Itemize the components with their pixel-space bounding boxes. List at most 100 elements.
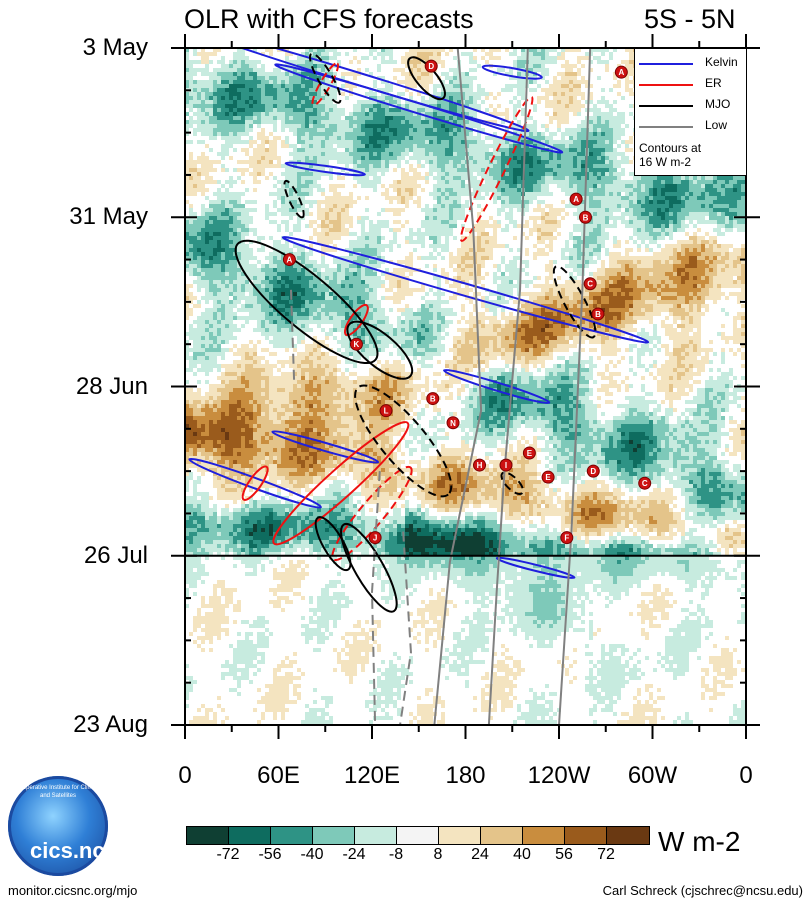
storm-marker: E <box>522 446 536 460</box>
storm-icon <box>560 531 574 545</box>
cicsnc-logo <box>8 776 108 876</box>
storm-icon <box>541 470 555 484</box>
footer-url[interactable]: monitor.cicsnc.org/mjo <box>8 883 138 898</box>
colorbar-label: -72 <box>216 846 240 863</box>
storm-marker: B <box>426 392 440 406</box>
legend-note: Contours at 16 W m-2 <box>639 141 701 169</box>
storm-marker: B <box>591 307 605 321</box>
storm-label: E <box>545 473 551 482</box>
colorbar-label: 8 <box>433 846 443 863</box>
storm-label: I <box>505 461 507 470</box>
er-contour <box>343 303 369 337</box>
storm-icon <box>473 458 487 472</box>
kelvin-contour <box>281 236 650 344</box>
storm-marker: A <box>569 192 583 206</box>
mjo-contour <box>346 320 414 380</box>
low-contour <box>558 48 592 725</box>
storm-marker: D <box>586 464 600 478</box>
storm-marker: C <box>638 476 652 490</box>
storm-marker: L <box>379 404 393 418</box>
storm-marker: J <box>368 531 382 545</box>
legend-label: ER <box>705 76 722 90</box>
storm-icon <box>282 253 296 267</box>
colorbar-box <box>607 827 649 844</box>
storm-label: D <box>428 62 434 71</box>
colorbar-box <box>229 827 271 844</box>
colorbar-box <box>565 827 607 844</box>
mjo-contour <box>500 471 525 495</box>
y-tick-label: 31 May <box>69 203 148 231</box>
storm-icon <box>499 458 513 472</box>
legend-note-line2: 16 W m-2 <box>639 155 692 169</box>
storm-label: A <box>573 195 579 204</box>
low-contour <box>370 471 381 725</box>
kelvin-contour <box>271 430 380 464</box>
footer-credit: Carl Schreck (cjschrec@ncsu.edu) <box>602 883 803 898</box>
mjo-contour <box>340 522 398 613</box>
colorbar-label: -24 <box>342 846 366 863</box>
colorbar-box <box>271 827 313 844</box>
x-tick-label: 0 <box>739 762 753 789</box>
colorbar <box>186 826 650 845</box>
colorbar-label: -40 <box>300 846 324 863</box>
kelvin-line-swatch <box>639 63 693 65</box>
logo-ring-text: Cooperative Institute for Climate and Sa… <box>15 785 101 799</box>
x-tick-label: 180 <box>445 762 486 789</box>
logo-text: cics.nc <box>30 838 105 863</box>
y-tick-label: 28 Jun <box>75 372 148 400</box>
kelvin-contour <box>274 63 564 154</box>
storm-marker: B <box>578 210 592 224</box>
colorbar-box <box>397 827 439 844</box>
y-tick-label: 23 Aug <box>73 711 148 738</box>
x-tick-label: 120E <box>343 762 401 789</box>
storm-marker: N <box>446 416 460 430</box>
y-tick-label: 26 Jul <box>83 541 148 569</box>
storm-icon <box>583 277 597 291</box>
x-tick-label: 60W <box>627 762 678 789</box>
axes <box>171 34 760 739</box>
er-contour <box>241 465 269 501</box>
storm-label: L <box>384 407 389 416</box>
storm-icon <box>569 192 583 206</box>
x-tick-label: 0 <box>178 762 192 789</box>
storm-marker: A <box>614 65 628 79</box>
storm-icon <box>426 392 440 406</box>
colorbar-box <box>355 827 397 844</box>
storm-icon <box>638 476 652 490</box>
colorbar-box <box>439 827 481 844</box>
storm-icon <box>578 210 592 224</box>
storm-label: H <box>477 461 483 470</box>
colorbar-label: 72 <box>597 846 615 863</box>
legend-label: MJO <box>705 97 731 111</box>
colorbar-box <box>523 827 565 844</box>
storm-label: E <box>527 449 533 458</box>
chart-title: OLR with CFS forecasts <box>184 4 474 34</box>
er-contour <box>331 465 413 562</box>
storm-marker: A <box>282 253 296 267</box>
storm-label: C <box>642 479 648 488</box>
colorbar-label: -8 <box>388 846 404 863</box>
storm-label: A <box>618 68 624 77</box>
storm-marker: C <box>583 277 597 291</box>
storm-marker: F <box>560 531 574 545</box>
x-tick-label: 60E <box>257 762 300 789</box>
mjo-contour <box>314 516 352 572</box>
kelvin-contour <box>443 368 551 405</box>
storm-icon <box>586 464 600 478</box>
storm-label: C <box>587 280 593 289</box>
storm-label: B <box>583 213 589 222</box>
kelvin-contour <box>481 64 543 80</box>
mjo-line-swatch <box>639 105 693 107</box>
storm-icon <box>446 416 460 430</box>
mjo-contour <box>283 179 305 219</box>
storm-icon <box>591 307 605 321</box>
mjo-contour <box>234 239 379 365</box>
forecast-contours <box>185 48 746 725</box>
colorbar-box <box>481 827 523 844</box>
storm-label: K <box>354 340 360 349</box>
er-contour <box>311 62 340 107</box>
storm-label: D <box>590 467 596 476</box>
low-line-swatch <box>639 126 693 128</box>
colorbar-label: 24 <box>471 846 489 863</box>
